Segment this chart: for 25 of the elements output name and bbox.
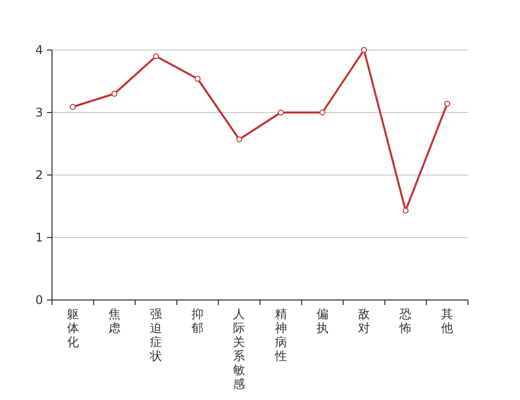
x-tick-label: 焦虑 bbox=[108, 307, 120, 335]
point bbox=[319, 110, 326, 116]
x-tick-label: 敌对 bbox=[358, 307, 370, 335]
point bbox=[402, 208, 409, 214]
point bbox=[236, 136, 242, 142]
y-tick-label: 1 bbox=[35, 230, 43, 244]
x-tick-label: 精神病性 bbox=[274, 307, 287, 363]
x-tick-label: 强迫症状 bbox=[149, 307, 162, 363]
y-tick-label: 0 bbox=[35, 293, 43, 307]
y-tick-label: 4 bbox=[35, 43, 43, 57]
x-tick-label: 人际关系敏感 bbox=[233, 307, 246, 391]
y-tick-label: 3 bbox=[35, 106, 43, 120]
y-tick-label: 2 bbox=[35, 168, 43, 182]
point bbox=[153, 53, 159, 60]
x-tick-label: 偏执 bbox=[316, 307, 328, 335]
x-tick-label: 躯体化 bbox=[66, 307, 79, 349]
point bbox=[444, 100, 450, 107]
x-tick-label: 抑郁 bbox=[192, 307, 204, 335]
point bbox=[278, 110, 284, 116]
point bbox=[70, 104, 76, 110]
x-tick-label: 恐怖 bbox=[398, 307, 412, 335]
point bbox=[194, 76, 201, 82]
x-tick-label: 其他 bbox=[441, 307, 454, 335]
point bbox=[111, 90, 118, 97]
point bbox=[361, 47, 367, 53]
